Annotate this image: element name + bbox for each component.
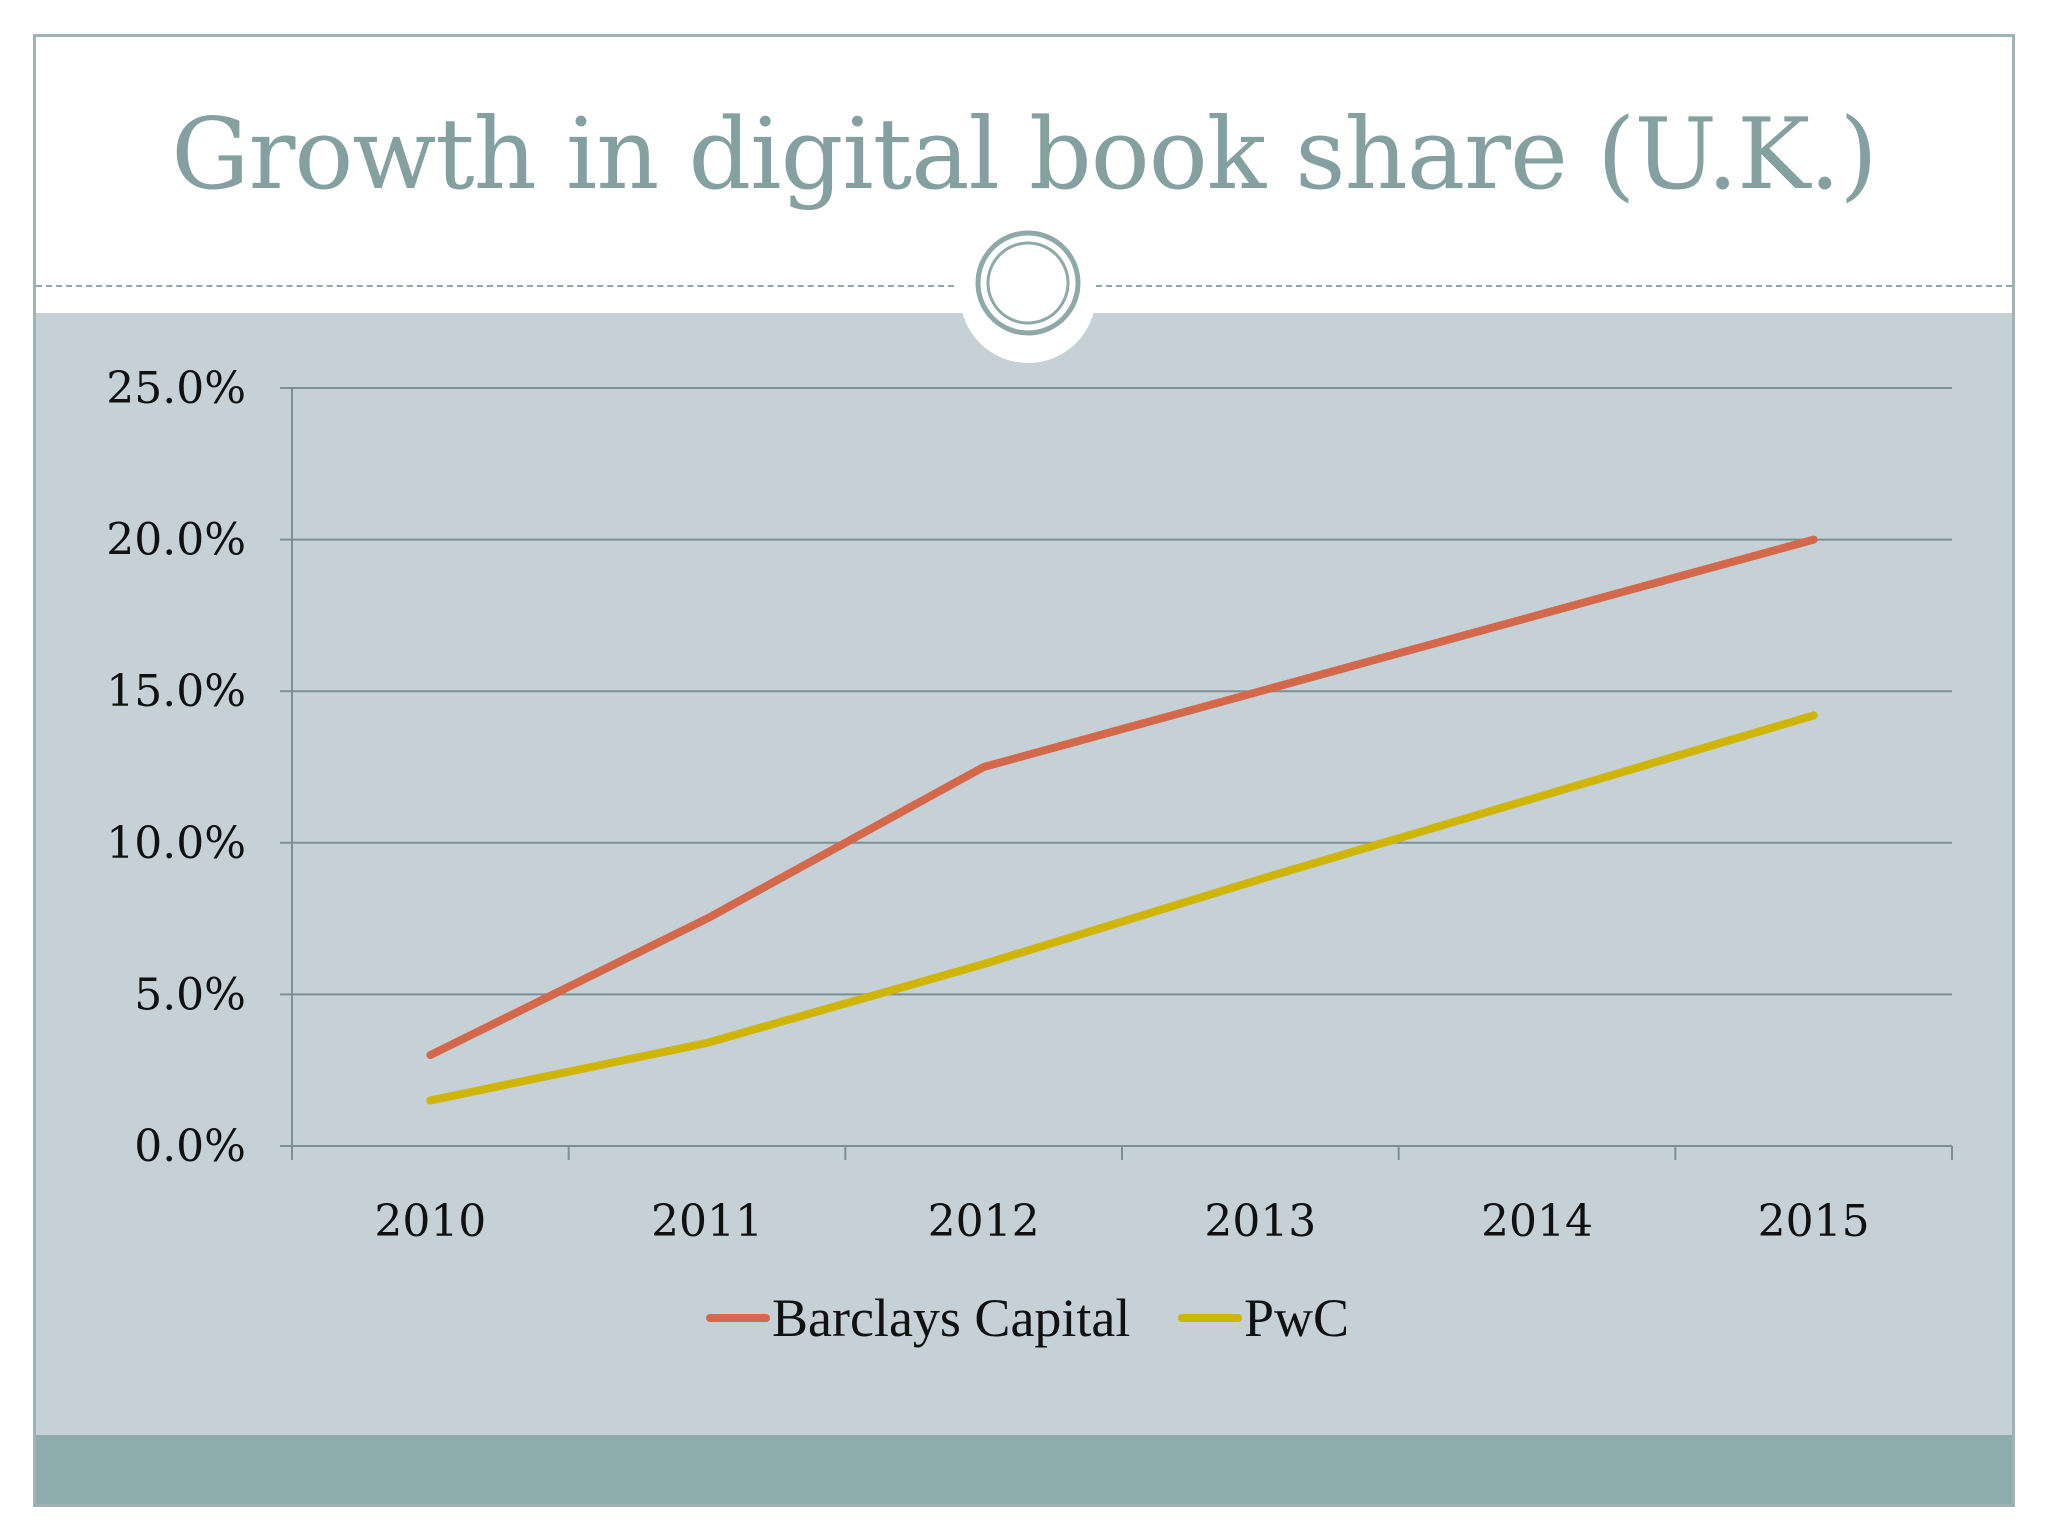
slide-title: Growth in digital book share (U.K.) — [171, 98, 1877, 212]
x-tick-label: 2014 — [1481, 1196, 1593, 1247]
x-tick-label: 2010 — [374, 1196, 486, 1247]
chart-panel — [33, 313, 2015, 1435]
y-tick-label: 15.0% — [106, 666, 246, 717]
y-tick-label: 25.0% — [106, 363, 246, 414]
series-line-barclays-capital — [426, 535, 1818, 1060]
y-tick-label: 20.0% — [106, 515, 246, 566]
legend-label: Barclays Capital — [772, 1288, 1130, 1348]
title-divider-left — [36, 285, 954, 287]
title-divider-right — [1096, 285, 2012, 287]
footer-bar — [33, 1435, 2015, 1507]
x-tick-label: 2011 — [651, 1196, 763, 1247]
axes — [280, 387, 1953, 1160]
series-lines — [426, 535, 1818, 1105]
series-line-pwc — [426, 711, 1818, 1105]
legend: Barclays Capital PwC — [706, 1288, 1349, 1348]
grid-lines — [292, 387, 1952, 996]
y-tick-label: 5.0% — [134, 969, 246, 1020]
y-tick-label: 10.0% — [106, 818, 246, 869]
y-tick-label: 0.0% — [134, 1121, 246, 1172]
legend-label: PwC — [1244, 1288, 1349, 1348]
x-tick-label: 2012 — [928, 1196, 1040, 1247]
x-tick-label: 2015 — [1758, 1196, 1870, 1247]
y-tick-labels: 0.0% 5.0% 10.0% 15.0% 20.0% 25.0% — [106, 363, 246, 1172]
x-tick-labels: 2010 2011 2012 2013 2014 2015 — [374, 1196, 1869, 1247]
circle-ornament-icon — [960, 227, 1096, 363]
x-tick-label: 2013 — [1204, 1196, 1316, 1247]
